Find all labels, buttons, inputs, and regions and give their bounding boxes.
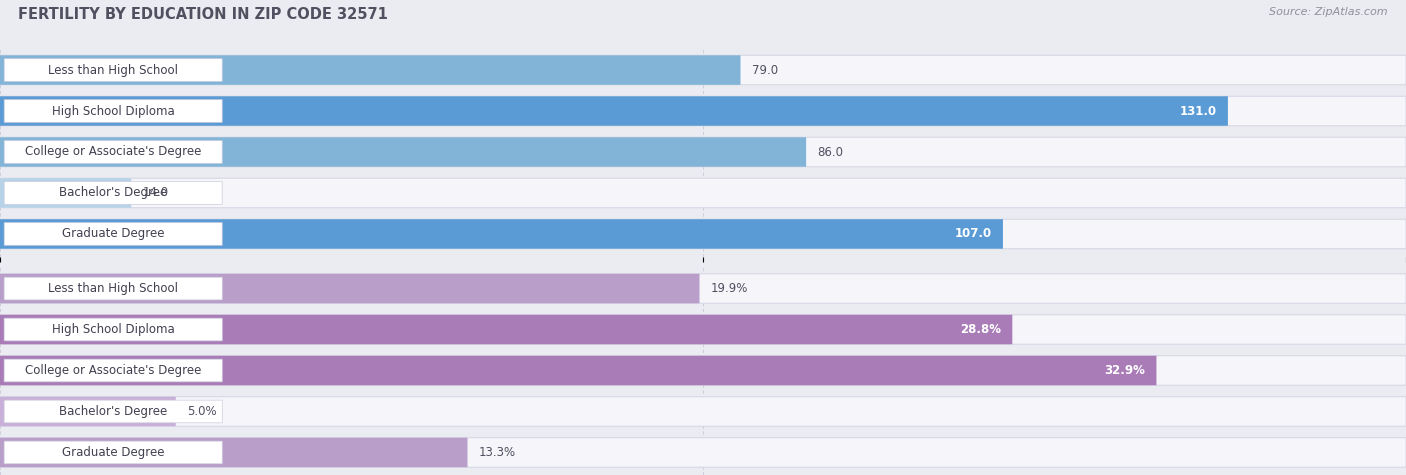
FancyBboxPatch shape <box>4 100 222 123</box>
Text: College or Associate's Degree: College or Associate's Degree <box>25 145 201 159</box>
FancyBboxPatch shape <box>0 437 1406 467</box>
FancyBboxPatch shape <box>4 181 222 204</box>
Text: Less than High School: Less than High School <box>48 282 179 295</box>
FancyBboxPatch shape <box>0 219 1002 249</box>
Text: Source: ZipAtlas.com: Source: ZipAtlas.com <box>1270 7 1388 17</box>
FancyBboxPatch shape <box>0 356 1156 385</box>
Text: Less than High School: Less than High School <box>48 64 179 76</box>
FancyBboxPatch shape <box>0 274 1406 304</box>
FancyBboxPatch shape <box>0 397 1406 426</box>
Text: 5.0%: 5.0% <box>187 405 217 418</box>
FancyBboxPatch shape <box>0 274 699 304</box>
Text: 28.8%: 28.8% <box>960 323 1001 336</box>
FancyBboxPatch shape <box>0 137 1406 167</box>
FancyBboxPatch shape <box>4 277 222 300</box>
FancyBboxPatch shape <box>0 178 1406 208</box>
Text: Graduate Degree: Graduate Degree <box>62 228 165 240</box>
FancyBboxPatch shape <box>0 219 1406 249</box>
FancyBboxPatch shape <box>0 137 806 167</box>
Text: Bachelor's Degree: Bachelor's Degree <box>59 187 167 200</box>
FancyBboxPatch shape <box>0 315 1406 344</box>
FancyBboxPatch shape <box>0 397 176 426</box>
FancyBboxPatch shape <box>4 318 222 341</box>
Text: 19.9%: 19.9% <box>710 282 748 295</box>
Text: 131.0: 131.0 <box>1180 104 1216 117</box>
FancyBboxPatch shape <box>4 400 222 423</box>
FancyBboxPatch shape <box>4 59 222 81</box>
FancyBboxPatch shape <box>4 223 222 245</box>
Text: College or Associate's Degree: College or Associate's Degree <box>25 364 201 377</box>
FancyBboxPatch shape <box>0 96 1227 126</box>
FancyBboxPatch shape <box>0 178 131 208</box>
FancyBboxPatch shape <box>0 55 741 85</box>
Text: 14.0: 14.0 <box>142 187 169 200</box>
Text: 79.0: 79.0 <box>752 64 778 76</box>
Text: Graduate Degree: Graduate Degree <box>62 446 165 459</box>
FancyBboxPatch shape <box>0 356 1406 385</box>
FancyBboxPatch shape <box>4 359 222 382</box>
Text: High School Diploma: High School Diploma <box>52 323 174 336</box>
FancyBboxPatch shape <box>4 141 222 163</box>
FancyBboxPatch shape <box>0 96 1406 126</box>
FancyBboxPatch shape <box>4 441 222 464</box>
Text: FERTILITY BY EDUCATION IN ZIP CODE 32571: FERTILITY BY EDUCATION IN ZIP CODE 32571 <box>18 7 388 22</box>
Text: Bachelor's Degree: Bachelor's Degree <box>59 405 167 418</box>
Text: High School Diploma: High School Diploma <box>52 104 174 117</box>
Text: 13.3%: 13.3% <box>478 446 516 459</box>
FancyBboxPatch shape <box>0 55 1406 85</box>
Text: 86.0: 86.0 <box>817 145 844 159</box>
FancyBboxPatch shape <box>0 315 1012 344</box>
FancyBboxPatch shape <box>0 437 467 467</box>
Text: 32.9%: 32.9% <box>1104 364 1144 377</box>
Text: 107.0: 107.0 <box>955 228 991 240</box>
